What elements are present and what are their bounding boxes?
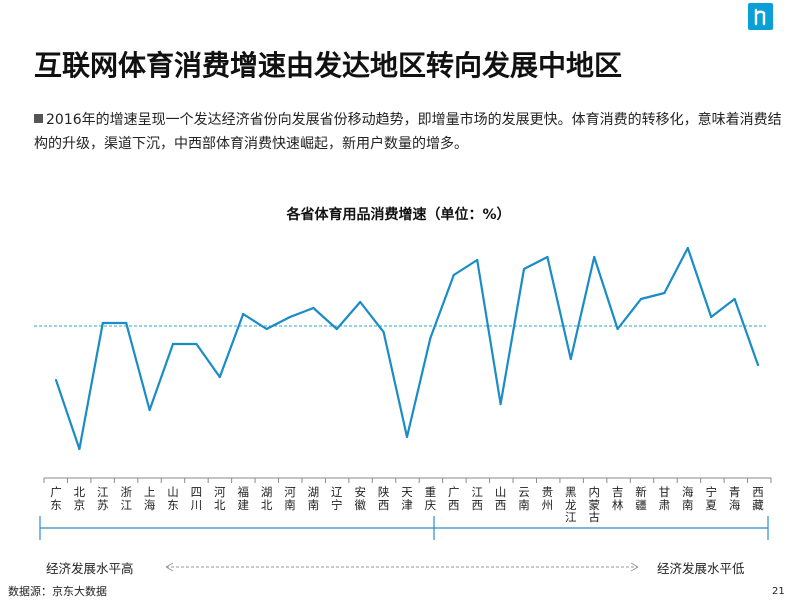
summary-text: 2016年的增速呈现一个发达经济省份向发展省份移动趋势，即增量市场的发展更快。体…: [34, 112, 782, 152]
data-point: [546, 255, 549, 259]
data-point: [733, 297, 736, 301]
category-label: 海南: [682, 485, 694, 512]
data-point: [593, 255, 596, 259]
data-point: [78, 447, 81, 451]
data-point: [405, 435, 409, 439]
category-label: 西藏: [752, 485, 764, 512]
page-title: 互联网体育消费增速由发达地区转向发展中地区: [34, 49, 623, 82]
data-point: [265, 327, 268, 331]
category-label: 安徽: [354, 485, 366, 512]
category-label: 上海: [143, 485, 156, 512]
data-point: [101, 321, 104, 325]
data-point: [476, 258, 479, 262]
category-label: 广东: [50, 485, 62, 512]
data-point: [125, 321, 128, 325]
data-point: [218, 375, 221, 379]
category-label: 江苏: [97, 485, 109, 512]
chart-title: 各省体育用品消费增速（单位：%）: [286, 207, 511, 223]
data-point: [288, 315, 292, 319]
region-label-high: 经济发展水平高: [46, 561, 134, 576]
data-point: [148, 408, 151, 412]
category-label: 河北: [214, 485, 226, 512]
brand-logo: [748, 3, 773, 30]
category-label: 甘肃: [658, 485, 671, 512]
category-label: 吉林: [611, 485, 624, 512]
category-label: 新疆: [635, 485, 647, 512]
data-point: [429, 336, 432, 340]
category-label: 辽宁: [331, 485, 343, 512]
data-point: [312, 306, 315, 310]
category-label: 河南: [284, 485, 296, 512]
category-label: 山西: [494, 485, 507, 512]
data-point: [686, 246, 689, 250]
category-label: 宁夏: [705, 485, 717, 512]
region-label-low: 经济发展水平低: [657, 561, 745, 576]
data-point: [335, 327, 338, 331]
data-source: 数据源：京东大数据: [8, 585, 107, 598]
category-label: 四川: [190, 485, 203, 512]
category-label: 湖北: [260, 485, 273, 512]
data-point: [710, 315, 713, 319]
data-point: [242, 312, 245, 316]
data-point: [663, 291, 666, 295]
data-point: [616, 327, 619, 331]
bullet-square-icon: [34, 114, 43, 123]
data-point: [382, 330, 385, 334]
series-line: [54, 246, 760, 451]
data-point: [452, 273, 455, 277]
data-point: [499, 402, 502, 406]
category-label: 山东: [167, 485, 179, 512]
summary-bullet: 2016年的增速呈现一个发达经济省份向发展省份移动趋势，即增量市场的发展更快。体…: [34, 108, 786, 156]
data-point: [171, 342, 175, 346]
category-label: 浙江: [120, 485, 132, 512]
category-label: 福建: [237, 485, 249, 512]
category-label: 天津: [401, 485, 413, 512]
category-label: 江西: [471, 485, 483, 512]
category-label: 陕西: [377, 485, 390, 512]
category-label: 青海: [728, 485, 741, 512]
category-label: 北京: [73, 485, 86, 512]
data-point: [569, 357, 572, 361]
category-label: 黑龙江: [565, 485, 577, 524]
data-point: [54, 378, 58, 382]
category-label: 广西: [448, 485, 460, 512]
page-number: 21: [772, 586, 785, 597]
data-point: [359, 300, 362, 304]
arrow-head-left: [165, 562, 174, 572]
category-label: 重庆: [424, 485, 437, 512]
data-point: [756, 363, 760, 367]
arrow-head-right: [630, 562, 639, 572]
category-label: 云南: [518, 485, 530, 512]
data-point: [639, 297, 643, 301]
data-point: [195, 342, 198, 346]
category-label: 内蒙古: [588, 485, 600, 524]
data-point: [522, 267, 526, 271]
category-label: 贵州: [541, 485, 554, 512]
category-label: 湖南: [307, 485, 320, 512]
